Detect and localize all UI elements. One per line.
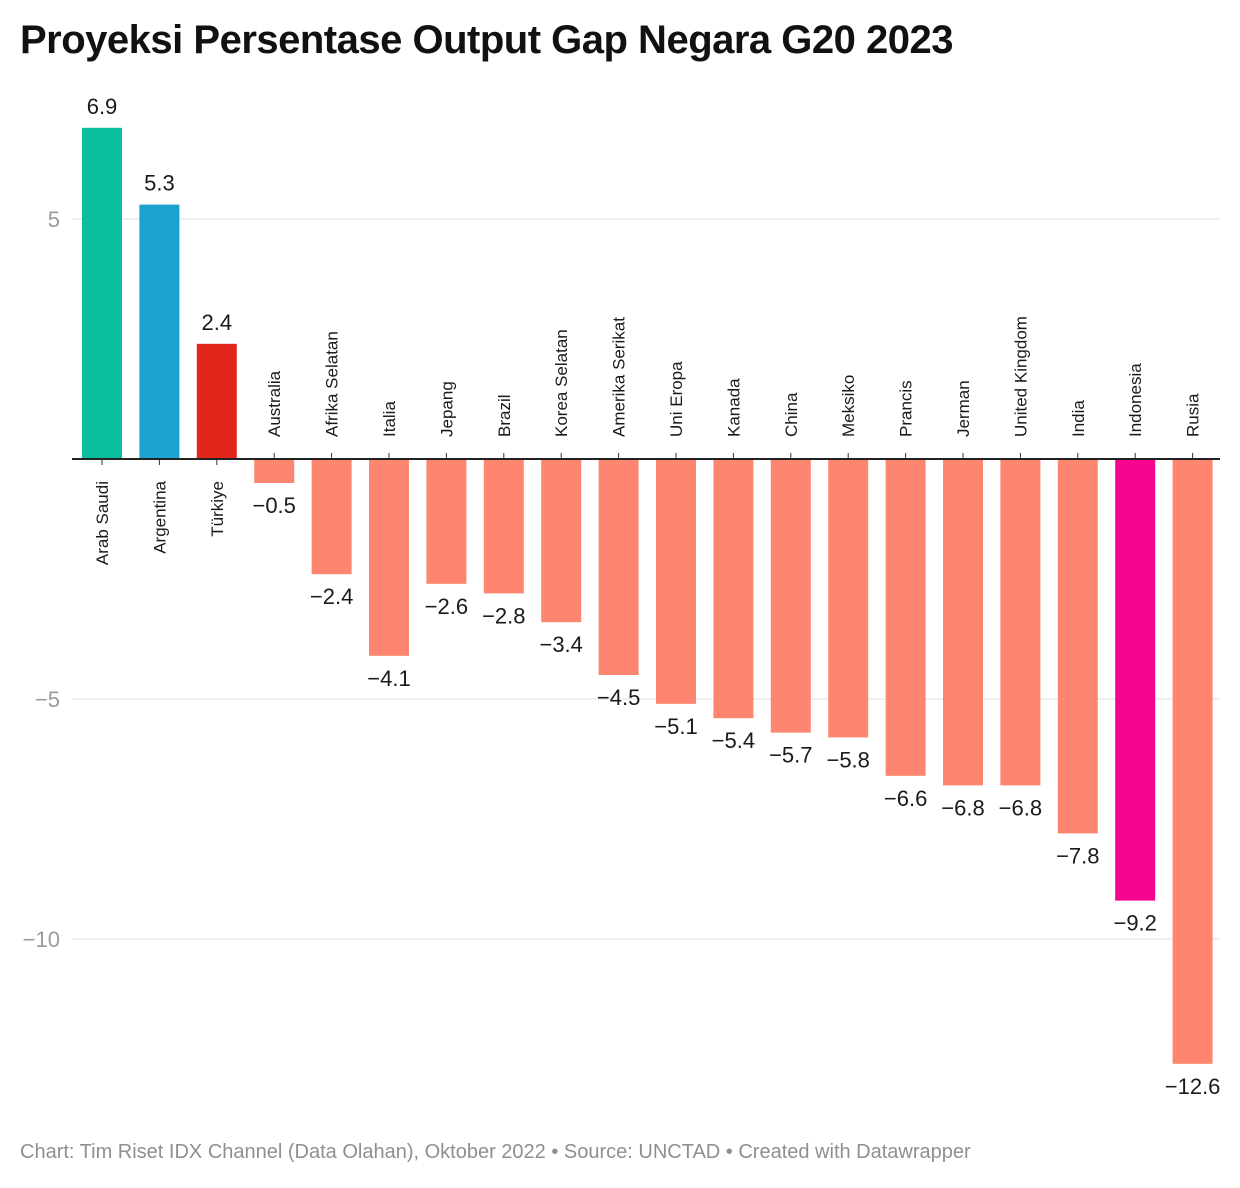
bar (656, 459, 696, 704)
bars (82, 127, 1213, 1064)
category-label: Meksiko (839, 375, 858, 437)
bar (885, 459, 926, 776)
bar (828, 459, 869, 738)
category-label: United Kingdom (1011, 316, 1030, 437)
category-label: Argentina (150, 480, 169, 553)
y-tick-label: −5 (35, 687, 60, 712)
category-label: Jepang (437, 381, 456, 437)
value-label: −3.4 (539, 632, 582, 657)
zero-axis (72, 453, 1220, 465)
value-label: −2.4 (310, 584, 353, 609)
value-label: −2.6 (425, 594, 468, 619)
category-label: Australia (265, 370, 284, 437)
bar (713, 459, 754, 719)
category-label: China (782, 392, 801, 437)
bar (1172, 459, 1213, 1064)
value-label: −6.8 (941, 795, 984, 820)
bar (82, 127, 122, 460)
bar (196, 343, 237, 459)
bar (311, 459, 352, 575)
value-label: −5.8 (826, 747, 869, 772)
chart-footer: Chart: Tim Riset IDX Channel (Data Olaha… (20, 1141, 971, 1163)
value-label: 2.4 (202, 310, 233, 335)
value-label: −4.5 (597, 685, 640, 710)
value-label: −5.7 (769, 743, 812, 768)
value-label: −12.6 (1165, 1074, 1221, 1099)
value-label: −7.8 (1056, 843, 1099, 868)
category-label: Türkiye (208, 481, 227, 537)
category-label: Uni Eropa (667, 361, 686, 437)
chart-title: Proyeksi Persentase Output Gap Negara G2… (20, 18, 954, 62)
value-label: 5.3 (144, 171, 175, 196)
bar (943, 459, 983, 786)
labels: 6.9 Arab Saudi 5.3 Argentina 2.4 Türkiye −0.5 A… (87, 94, 1221, 1099)
category-label: Kanada (724, 378, 743, 437)
y-tick-label: −10 (23, 927, 60, 952)
category-label: Amerika Serikat (610, 317, 629, 437)
bar (369, 459, 409, 656)
category-label: Arab Saudi (93, 481, 112, 565)
bar (254, 459, 295, 483)
value-label: 6.9 (87, 94, 118, 119)
category-label: Indonesia (1126, 363, 1145, 437)
bar (139, 204, 180, 459)
bar (598, 459, 639, 675)
gridlines: 5 −5 −10 (23, 207, 1220, 952)
bar (426, 459, 467, 584)
value-label: −5.4 (712, 728, 755, 753)
value-label: −6.8 (999, 795, 1042, 820)
bar (483, 459, 524, 594)
value-label: −6.6 (884, 786, 927, 811)
bar (1057, 459, 1098, 834)
value-label: −2.8 (482, 603, 525, 628)
category-label: Italia (380, 401, 399, 437)
category-label: Rusia (1184, 393, 1203, 437)
value-label: −0.5 (252, 493, 295, 518)
category-label: Korea Selatan (552, 329, 571, 437)
bar (1000, 459, 1041, 786)
category-label: India (1069, 400, 1088, 437)
value-label: −5.1 (654, 714, 697, 739)
category-label: Jerman (954, 380, 973, 437)
bar (770, 459, 811, 733)
bar-chart: 5 −5 −10 6.9 Arab Saudi 5.3 Argentina 2.4 Türki… (23, 94, 1221, 1099)
category-label: Afrika Selatan (323, 331, 342, 437)
bar (541, 459, 582, 623)
category-label: Prancis (897, 380, 916, 437)
value-label: −9.2 (1113, 911, 1156, 936)
y-tick-label: 5 (48, 207, 60, 232)
value-label: −4.1 (367, 666, 410, 691)
category-label: Brazil (495, 394, 514, 437)
bar (1115, 459, 1156, 901)
